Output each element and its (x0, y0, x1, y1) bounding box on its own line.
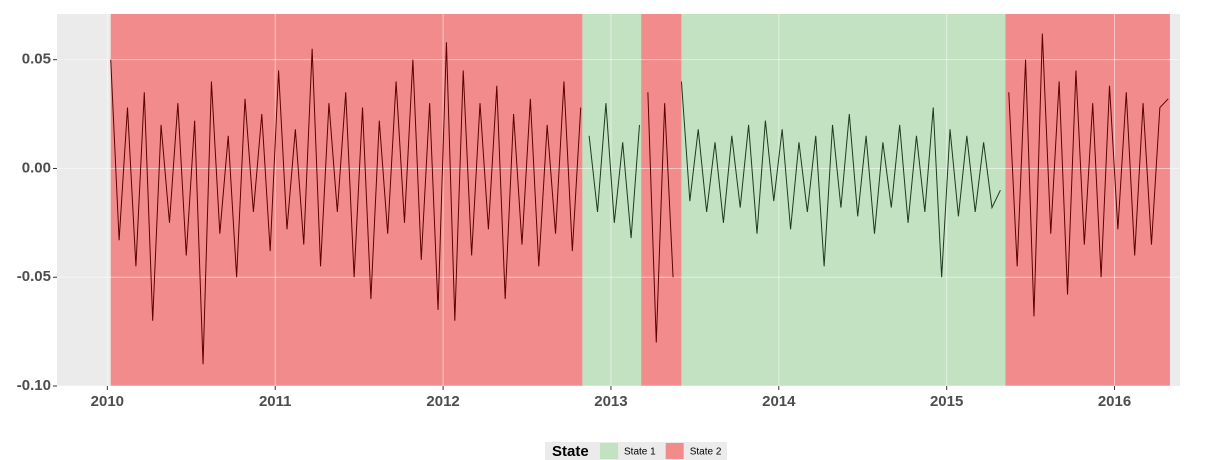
legend-label: State 1 (624, 447, 656, 458)
x-tick-label: 2012 (426, 393, 459, 410)
legend-label: State 2 (690, 447, 722, 458)
x-tick-label: 2015 (930, 393, 963, 410)
state-region (582, 14, 642, 386)
y-tick-label: -0.10 (17, 377, 51, 394)
series-line (588, 81, 1001, 278)
legend-swatch (665, 443, 684, 459)
y-tick-label: 0.00 (22, 159, 51, 176)
y-tick-label: 0.05 (22, 51, 51, 68)
x-tick-label: 2014 (762, 393, 796, 410)
legend-title: State (552, 443, 589, 460)
legend-swatch (600, 443, 618, 459)
x-tick-label: 2013 (594, 393, 627, 410)
state-region (110, 14, 583, 386)
x-tick-label: 2010 (91, 393, 124, 410)
state-region (1005, 14, 1170, 386)
y-tick-label: -0.05 (17, 268, 51, 285)
series-line (110, 33, 1169, 365)
x-tick-label: 2011 (259, 393, 292, 410)
x-tick-label: 2016 (1098, 393, 1131, 410)
state-region (681, 14, 1006, 386)
